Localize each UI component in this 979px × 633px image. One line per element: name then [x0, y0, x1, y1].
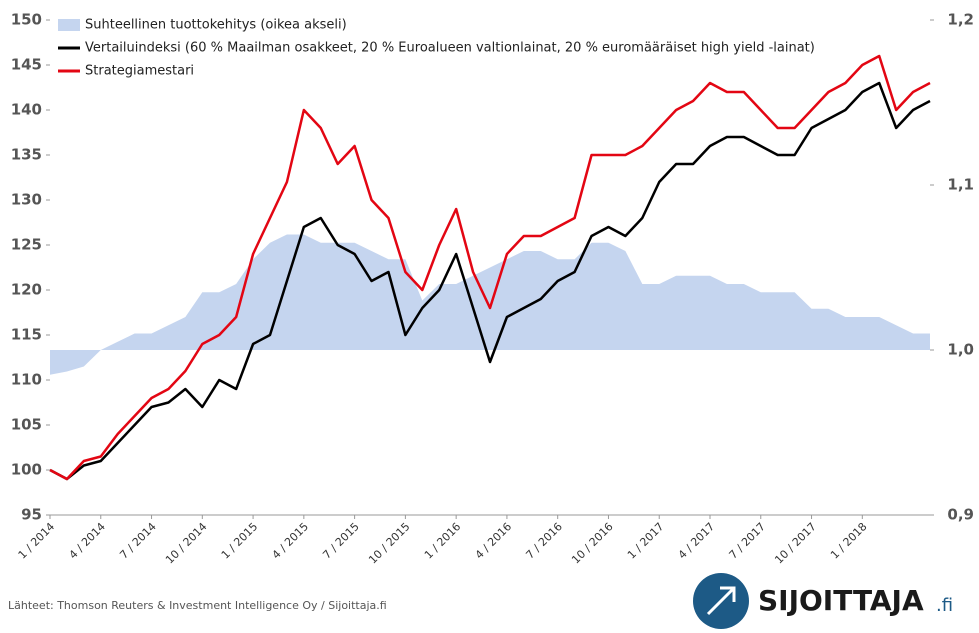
- x-tick-label: 4 / 2015: [270, 520, 312, 562]
- y-tick-label: 125: [11, 236, 42, 254]
- logo-suffix: .fi: [936, 595, 953, 616]
- y2-tick-label: 0,9: [947, 506, 974, 524]
- y-tick-label: 110: [11, 371, 42, 389]
- legend-swatch: [58, 19, 80, 31]
- y-tick-label: 135: [11, 146, 42, 164]
- y2-tick-label: 1,2: [947, 11, 974, 29]
- x-tick-label: 10 / 2017: [772, 520, 818, 566]
- source: Lähteet: Thomson Reuters & Investment In…: [8, 599, 387, 612]
- x-tick-label: 7 / 2014: [117, 520, 159, 562]
- y2-tick-label: 1,1: [947, 176, 974, 194]
- x-tick-label: 1 / 2018: [828, 520, 870, 562]
- line: [49, 54, 931, 481]
- y-tick-label: 115: [11, 326, 42, 344]
- legend-label: Vertailuindeksi (60 % Maailman osakkeet,…: [85, 41, 815, 56]
- y2-tick-label: 1,0: [947, 341, 974, 359]
- x-tick-label: 7 / 2016: [523, 520, 565, 562]
- x-tick-label: 1 / 2016: [422, 520, 464, 562]
- legend-label: Strategiamestari: [85, 64, 194, 79]
- y-tick-label: 120: [11, 281, 42, 299]
- x-tick-label: 1 / 2014: [16, 520, 58, 562]
- y-tick-label: 100: [11, 461, 42, 479]
- y-tick-label: 150: [11, 11, 42, 29]
- x-tick-label: 1 / 2015: [219, 520, 261, 562]
- logo-arrow: [706, 586, 736, 616]
- line: [49, 81, 931, 481]
- y-tick-label: 95: [21, 506, 42, 524]
- legend-label: Suhteellinen tuottokehitys (oikea akseli…: [85, 18, 347, 33]
- y-tick-label: 145: [11, 56, 42, 74]
- x-tick-label: 4 / 2016: [473, 520, 515, 562]
- x-tick-label: 1 / 2017: [625, 520, 667, 562]
- x-tick-label: 10 / 2015: [366, 520, 412, 566]
- x-tick-label: 10 / 2014: [163, 520, 209, 566]
- y-tick-label: 130: [11, 191, 42, 209]
- logo: SIJOITTAJA .fi: [693, 573, 953, 629]
- x-tick-label: 7 / 2017: [727, 520, 769, 562]
- y-tick-label: 140: [11, 101, 42, 119]
- y-tick-label: 105: [11, 416, 42, 434]
- x-tick-label: 10 / 2016: [569, 520, 615, 566]
- x-tick-label: 4 / 2017: [676, 520, 718, 562]
- logo-name: SIJOITTAJA: [758, 584, 924, 617]
- x-tick-label: 4 / 2014: [67, 520, 109, 562]
- x-tick-label: 7 / 2015: [320, 520, 362, 562]
